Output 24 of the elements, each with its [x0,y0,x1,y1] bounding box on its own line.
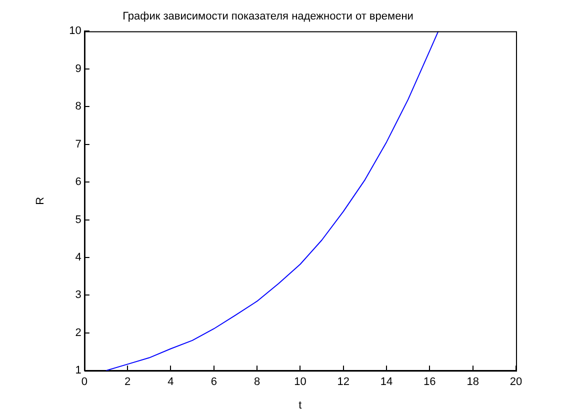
y-tick-label: 10 [69,25,82,38]
x-tick-label: 16 [424,376,436,388]
chart-title: График зависимости показателя надежности от времени [122,10,414,23]
x-tick-label: 20 [510,376,522,388]
x-tick-label: 12 [337,376,350,388]
y-tick-label: 6 [75,176,82,188]
x-axis-title: t [298,399,302,412]
y-tick-label: 2 [75,326,82,339]
y-tick-label: 4 [75,252,82,264]
x-tick-label: 2 [124,376,131,388]
y-tick-label: 1 [75,364,82,377]
x-tick-label: 8 [254,376,260,388]
x-tick-label: 0 [81,376,88,388]
y-tick-label: 3 [75,289,82,302]
y-axis-title: R [34,196,47,205]
x-tick-label: 18 [466,376,479,388]
y-tick-label: 7 [75,138,82,150]
x-tick-label: 4 [168,376,174,388]
y-tick-label: 9 [75,62,82,75]
y-tick-label: 8 [75,100,82,113]
y-tick-label: 5 [75,214,82,226]
x-tick-label: 10 [294,376,306,388]
x-tick-label: 6 [210,376,217,388]
x-tick-label: 14 [380,376,393,388]
